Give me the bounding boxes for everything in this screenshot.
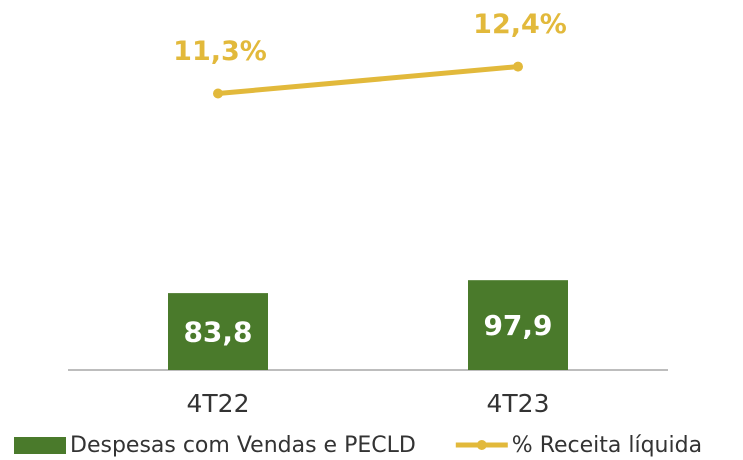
bar-value-label: 83,8 bbox=[183, 316, 252, 349]
x-tick-label: 4T22 bbox=[187, 389, 250, 418]
line-value-label: 12,4% bbox=[473, 9, 567, 40]
line-value-label: 11,3% bbox=[173, 36, 267, 67]
x-tick-label: 4T23 bbox=[487, 389, 550, 418]
line-point bbox=[513, 61, 523, 72]
legend-swatch bbox=[14, 437, 66, 454]
bar bbox=[168, 293, 268, 370]
line-point bbox=[213, 88, 223, 99]
legend-label: % Receita líquida bbox=[512, 433, 702, 458]
bar bbox=[468, 280, 568, 370]
legend-swatch bbox=[476, 440, 487, 450]
legend-label: Despesas com Vendas e PECLD bbox=[70, 433, 416, 458]
line bbox=[217, 64, 519, 97]
bar-value-label: 97,9 bbox=[483, 309, 552, 342]
